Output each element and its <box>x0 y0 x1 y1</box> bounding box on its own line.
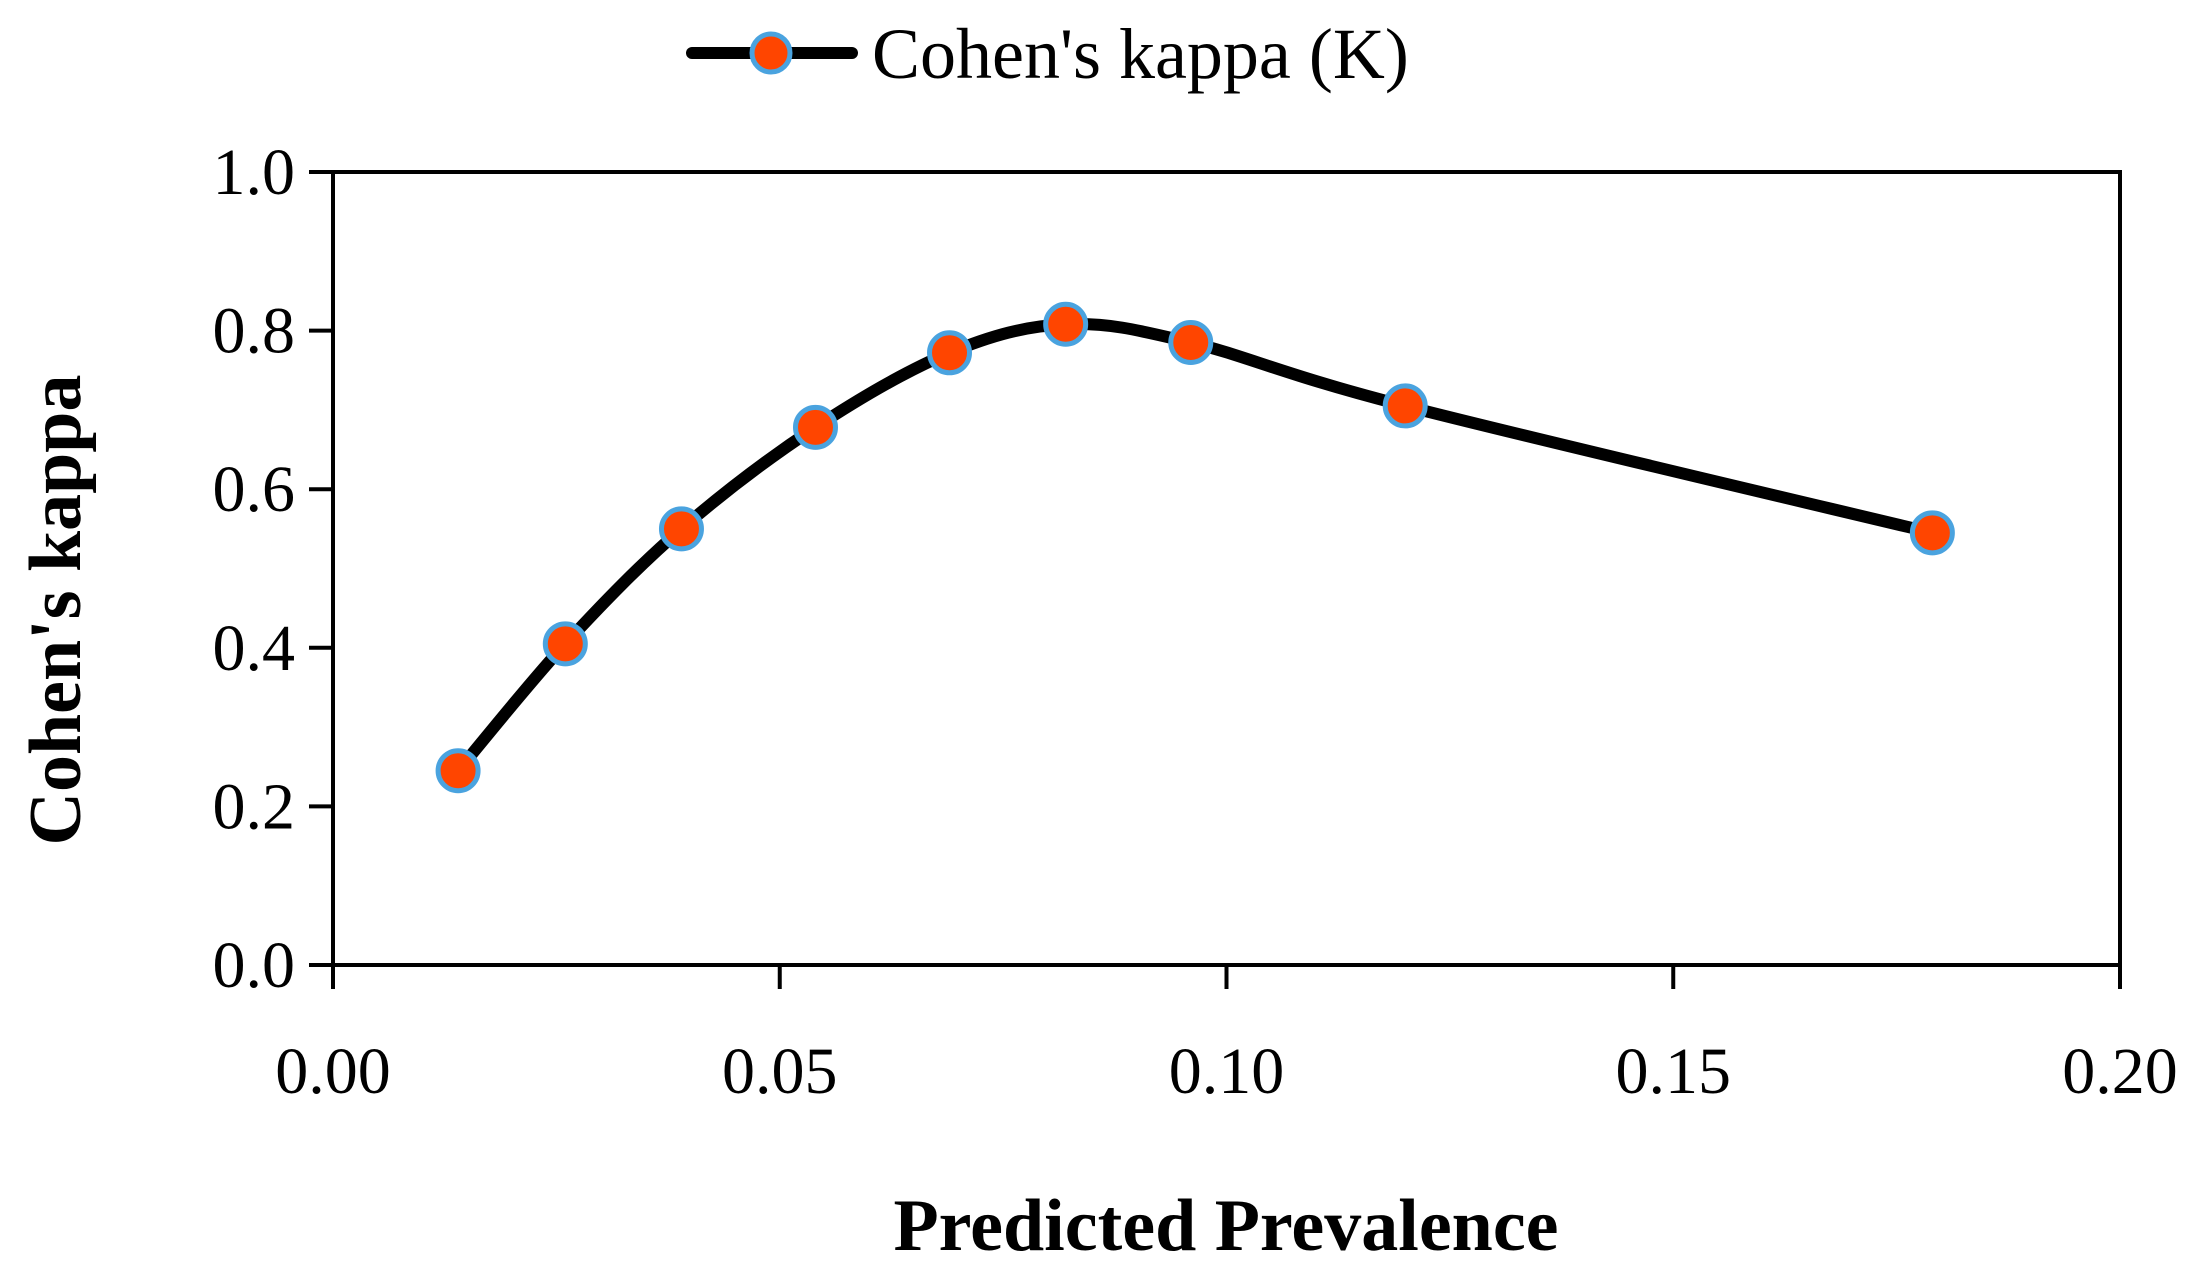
plot-frame <box>331 170 2122 967</box>
data-point <box>435 748 481 794</box>
x-tick-label: 0.00 <box>275 1035 391 1108</box>
y-tick-label: 0.0 <box>213 929 296 1002</box>
y-axis-title: Cohen's kappa <box>15 375 97 846</box>
y-axis: 0.0 0.2 0.4 0.6 0.8 1.0 <box>213 136 333 1002</box>
y-tick-label: 0.4 <box>213 612 296 685</box>
x-tick-label: 0.10 <box>1169 1035 1285 1108</box>
y-tick-label: 1.0 <box>213 136 296 209</box>
data-point <box>792 404 838 450</box>
data-point <box>658 506 704 552</box>
legend-marker-swatch <box>749 31 793 75</box>
data-point <box>1168 319 1214 365</box>
legend-label: Cohen's kappa (K) <box>872 14 1409 94</box>
data-point <box>542 621 588 667</box>
data-point <box>1043 301 1089 347</box>
x-axis-title: Predicted Prevalence <box>893 1185 1558 1267</box>
series-line <box>452 318 1939 777</box>
x-tick-label: 0.05 <box>722 1035 838 1108</box>
y-tick-label: 0.8 <box>213 295 296 368</box>
data-point <box>1909 510 1955 556</box>
data-point <box>927 330 973 376</box>
legend: Cohen's kappa (K) <box>686 14 1409 94</box>
series-markers <box>435 301 1955 794</box>
y-tick-label: 0.2 <box>213 770 296 843</box>
x-axis: 0.00 0.05 0.10 0.15 0.20 <box>275 965 2178 1108</box>
x-tick-label: 0.15 <box>1616 1035 1732 1108</box>
y-tick-label: 0.6 <box>213 453 296 526</box>
x-tick-label: 0.20 <box>2062 1035 2178 1108</box>
data-point <box>1382 383 1428 429</box>
